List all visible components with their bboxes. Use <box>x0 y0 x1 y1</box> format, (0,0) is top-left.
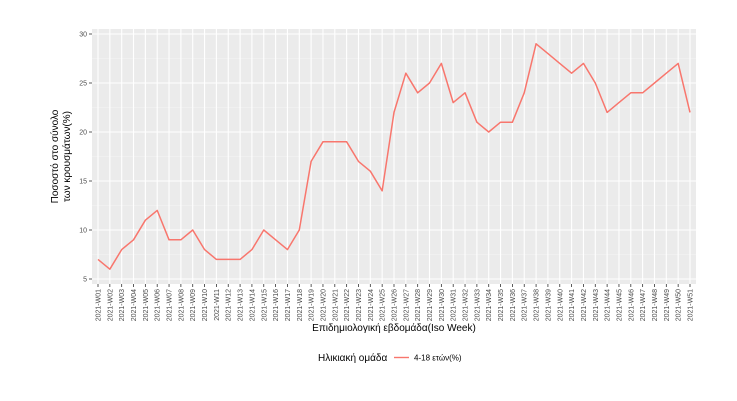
y-axis-title: Ποσοστό στο σύνολο των κρουσμάτων(%) <box>49 109 73 203</box>
legend: Ηλικιακή ομάδα 4-18 ετών(%) <box>318 352 462 364</box>
x-tick-label: 2021-W34 <box>486 289 493 321</box>
x-tick-label: 2021-W07 <box>167 289 174 321</box>
x-tick-label: 2021-W49 <box>664 289 671 321</box>
x-tick-label: 2021-W03 <box>119 289 126 321</box>
x-tick-label: 2021-W05 <box>143 289 150 321</box>
x-tick-label: 2021-W36 <box>510 289 517 321</box>
x-tick-label: 2021-W51 <box>688 289 695 321</box>
x-tick-label: 2021-W04 <box>131 289 138 321</box>
y-axis: 5 10 15 20 25 30 <box>79 32 92 284</box>
x-tick-label: 2021-W38 <box>534 289 541 321</box>
x-tick-label: 2021-W22 <box>344 289 351 321</box>
legend-label: 4-18 ετών(%) <box>414 354 462 363</box>
x-tick-label: 2021-W46 <box>628 289 635 321</box>
y-tick-label: 20 <box>79 130 87 137</box>
x-tick-label: 2021-W41 <box>569 289 576 321</box>
y-axis-title-line-1: Ποσοστό στο σύνολο <box>49 109 61 203</box>
x-tick-label: 2021-W40 <box>557 289 564 321</box>
y-tick-label: 10 <box>79 228 87 235</box>
x-tick-label: 2021-W35 <box>498 289 505 321</box>
x-tick-label: 2021-W25 <box>380 289 387 321</box>
x-tick-label: 2021-W17 <box>285 289 292 321</box>
x-tick-label: 2021-W33 <box>474 289 481 321</box>
x-tick-label: 2021-W24 <box>368 289 375 321</box>
x-tick-label: 2021-W14 <box>249 289 256 321</box>
y-tick-label: 5 <box>83 277 87 284</box>
x-tick-label: 2021-W13 <box>238 289 245 321</box>
grid-lines <box>92 29 696 284</box>
x-tick-label: 2021-W12 <box>226 289 233 321</box>
x-tick-label: 2021-W19 <box>309 289 316 321</box>
x-tick-label: 2021-W09 <box>190 289 197 321</box>
x-tick-label: 2021-W32 <box>463 289 470 321</box>
x-tick-label: 2021-W43 <box>593 289 600 321</box>
x-tick-label: 2021-W50 <box>676 289 683 321</box>
x-tick-label: 2021-W47 <box>640 289 647 321</box>
x-tick-label: 2021-W44 <box>605 289 612 321</box>
y-tick-label: 30 <box>79 32 87 39</box>
y-tick-label: 15 <box>79 179 87 186</box>
series-lines <box>97 43 691 270</box>
x-tick-label: 2021-W28 <box>415 289 422 321</box>
x-tick-label: 2021-W18 <box>297 289 304 321</box>
x-tick-label: 2021-W06 <box>155 289 162 321</box>
x-tick-label: 2021-W01 <box>96 289 103 321</box>
x-tick-label: 2021-W08 <box>178 289 185 321</box>
x-tick-label: 2021-W48 <box>652 289 659 321</box>
x-tick-label: 2021-W27 <box>403 289 410 321</box>
x-tick-label: 2021-W26 <box>392 289 399 321</box>
x-tick-label: 2021-W37 <box>522 289 529 321</box>
series-line <box>97 43 691 270</box>
x-tick-label: 2021-W11 <box>214 289 221 321</box>
x-tick-label: 2021-W31 <box>451 289 458 321</box>
x-tick-label: 2021-W20 <box>320 289 327 321</box>
x-tick-label: 2021-W42 <box>581 289 588 321</box>
x-axis: 2021-W01 2021-W02 2021-W03 2021-W04 2021-W05… <box>96 284 695 321</box>
legend-title: Ηλικιακή ομάδα <box>318 352 387 364</box>
y-tick-label: 25 <box>79 81 87 88</box>
x-tick-label: 2021-W30 <box>439 289 446 321</box>
x-tick-label: 2021-W21 <box>332 289 339 321</box>
x-axis-title: Επιδημιολογική εβδομάδα(Iso Week) <box>312 322 476 334</box>
x-tick-label: 2021-W15 <box>261 289 268 321</box>
x-tick-label: 2021-W16 <box>273 289 280 321</box>
x-tick-label: 2021-W45 <box>616 289 623 321</box>
x-tick-label: 2021-W10 <box>202 289 209 321</box>
x-tick-label: 2021-W02 <box>107 289 114 321</box>
y-axis-title-line-2: των κρουσμάτων(%) <box>61 111 73 202</box>
x-tick-label: 2021-W29 <box>427 289 434 321</box>
x-tick-label: 2021-W23 <box>356 289 363 321</box>
x-tick-label: 2021-W39 <box>545 289 552 321</box>
